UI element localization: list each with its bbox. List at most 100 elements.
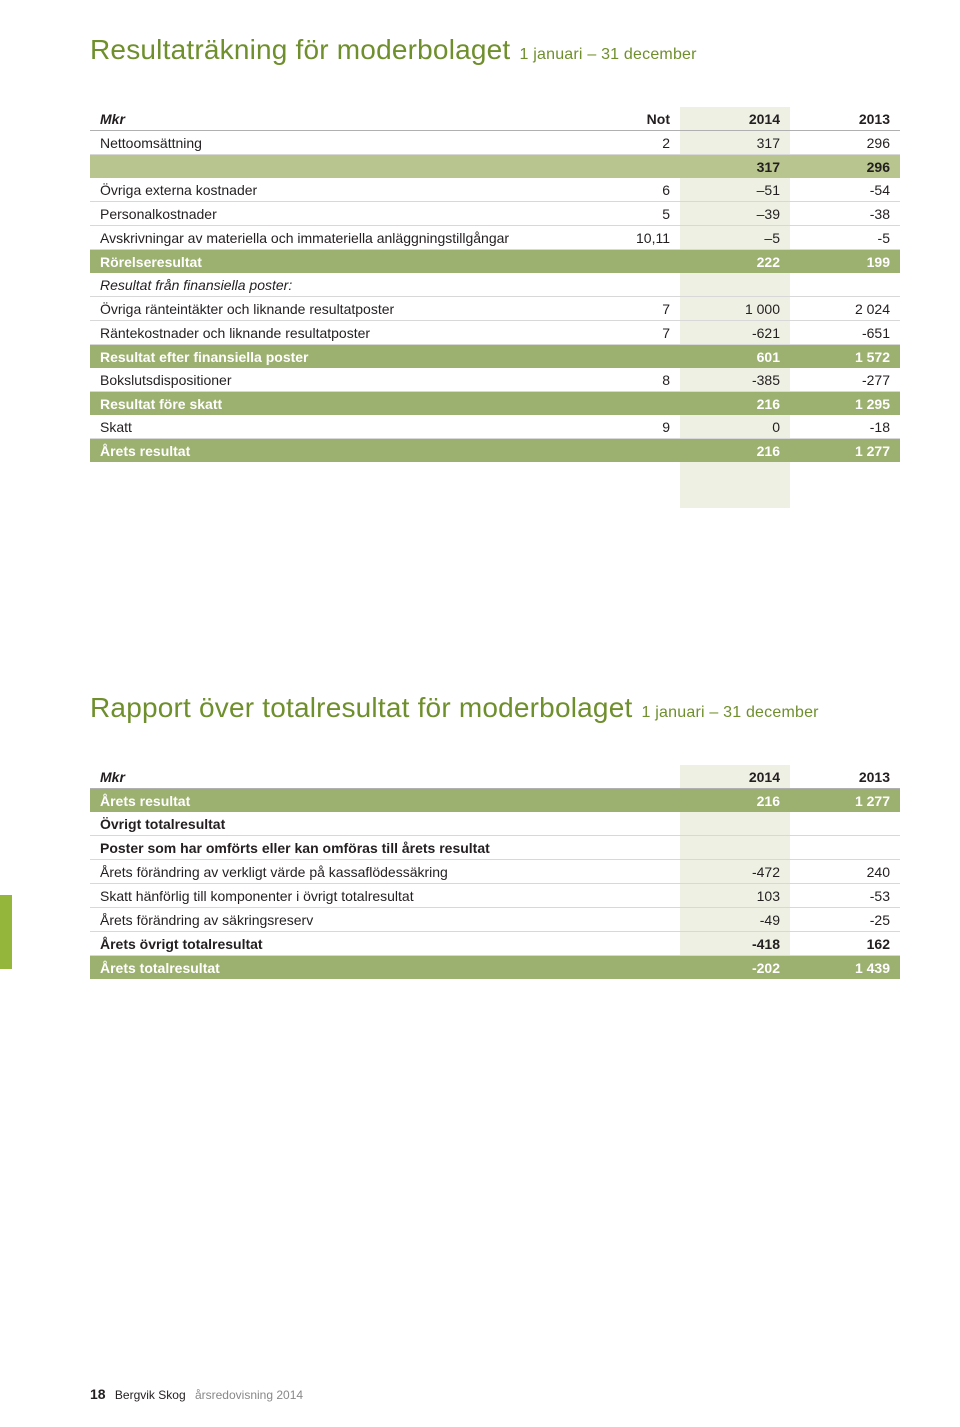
table-row: Skatt90-18 bbox=[90, 415, 900, 439]
row-value bbox=[610, 273, 680, 297]
side-tab bbox=[0, 895, 12, 969]
section2-title: Rapport över totalresultat för moderbola… bbox=[90, 688, 900, 725]
table-row: Personalkostnader5–39-38 bbox=[90, 202, 900, 226]
row-value: -385 bbox=[680, 368, 790, 392]
row-value bbox=[790, 273, 900, 297]
table-row: Årets förändring av verkligt värde på ka… bbox=[90, 860, 900, 884]
table-header-row: MkrNot20142013 bbox=[90, 107, 900, 131]
row-value: 296 bbox=[790, 131, 900, 155]
row-value bbox=[680, 836, 790, 860]
row-value: -418 bbox=[680, 932, 790, 956]
row-value: 216 bbox=[680, 392, 790, 416]
row-value bbox=[790, 812, 900, 836]
table-row: Resultat efter finansiella poster 6011 57… bbox=[90, 345, 900, 369]
row-label: Skatt hänförlig till komponenter i övrig… bbox=[90, 884, 680, 908]
column-header: Mkr bbox=[90, 107, 610, 131]
row-value: -621 bbox=[680, 321, 790, 345]
table-row: Poster som har omförts eller kan omföras… bbox=[90, 836, 900, 860]
column-header: Not bbox=[610, 107, 680, 131]
column-header: 2014 bbox=[680, 765, 790, 789]
table-row: 317296 bbox=[90, 155, 900, 179]
row-value: –51 bbox=[680, 178, 790, 202]
row-value: 162 bbox=[790, 932, 900, 956]
section1-title-sub: 1 januari – 31 december bbox=[520, 46, 697, 63]
footer-company: Bergvik Skog bbox=[115, 1388, 186, 1402]
row-value: 296 bbox=[790, 155, 900, 179]
row-value: 1 439 bbox=[790, 956, 900, 980]
table-row: Nettoomsättning2317296 bbox=[90, 131, 900, 155]
row-value: 216 bbox=[680, 789, 790, 813]
row-value: -651 bbox=[790, 321, 900, 345]
row-value: 0 bbox=[680, 415, 790, 439]
row-value: -38 bbox=[790, 202, 900, 226]
row-value: 601 bbox=[680, 345, 790, 369]
row-value: 5 bbox=[610, 202, 680, 226]
row-label: Resultat från finansiella poster: bbox=[90, 273, 610, 297]
table-row-empty bbox=[90, 485, 900, 508]
comprehensive-income-table: Mkr20142013 Årets resultat2161 277Övrigt… bbox=[90, 765, 900, 979]
table-row-empty bbox=[90, 462, 900, 485]
page-content: Resultaträkning för moderbolaget 1 janua… bbox=[0, 0, 960, 979]
row-label: Årets förändring av säkringsreserv bbox=[90, 908, 680, 932]
row-label: Bokslutsdispositioner bbox=[90, 368, 610, 392]
row-value: 9 bbox=[610, 415, 680, 439]
table-row: Årets förändring av säkringsreserv-49-25 bbox=[90, 908, 900, 932]
row-value: 317 bbox=[680, 131, 790, 155]
row-value: 1 000 bbox=[680, 297, 790, 321]
row-label: Resultat efter finansiella poster bbox=[90, 345, 610, 369]
column-header: Mkr bbox=[90, 765, 680, 789]
row-value: 199 bbox=[790, 250, 900, 274]
row-label: Räntekostnader och liknande resultatpost… bbox=[90, 321, 610, 345]
row-value: 7 bbox=[610, 321, 680, 345]
row-value: 1 295 bbox=[790, 392, 900, 416]
row-value: 2 bbox=[610, 131, 680, 155]
table-row: Skatt hänförlig till komponenter i övrig… bbox=[90, 884, 900, 908]
row-label: Årets resultat bbox=[90, 439, 610, 463]
row-label: Poster som har omförts eller kan omföras… bbox=[90, 836, 680, 860]
row-value: -5 bbox=[790, 226, 900, 250]
page-footer: 18 Bergvik Skog årsredovisning 2014 bbox=[90, 1386, 303, 1402]
row-value: 103 bbox=[680, 884, 790, 908]
row-value bbox=[610, 155, 680, 179]
table-row: Resultat från finansiella poster: bbox=[90, 273, 900, 297]
column-header: 2013 bbox=[790, 765, 900, 789]
row-label: Nettoomsättning bbox=[90, 131, 610, 155]
row-value: 7 bbox=[610, 297, 680, 321]
table-row: Avskrivningar av materiella och immateri… bbox=[90, 226, 900, 250]
row-value: 10,11 bbox=[610, 226, 680, 250]
row-value bbox=[610, 392, 680, 416]
table-row: Räntekostnader och liknande resultatpost… bbox=[90, 321, 900, 345]
row-value: -25 bbox=[790, 908, 900, 932]
row-value bbox=[610, 250, 680, 274]
row-label: Rörelseresultat bbox=[90, 250, 610, 274]
income-statement-table: MkrNot20142013 Nettoomsättning2317296317… bbox=[90, 107, 900, 508]
row-value: 317 bbox=[680, 155, 790, 179]
row-value: 8 bbox=[610, 368, 680, 392]
table-row: Övriga ränteintäkter och liknande result… bbox=[90, 297, 900, 321]
footer-doc: årsredovisning 2014 bbox=[195, 1388, 303, 1402]
row-value: 222 bbox=[680, 250, 790, 274]
table-row: Övriga externa kostnader6–51-54 bbox=[90, 178, 900, 202]
row-value: 1 572 bbox=[790, 345, 900, 369]
row-label: Årets totalresultat bbox=[90, 956, 680, 980]
row-value bbox=[680, 273, 790, 297]
section1-title: Resultaträkning för moderbolaget 1 janua… bbox=[90, 30, 900, 67]
table-row: Årets övrigt totalresultat-418162 bbox=[90, 932, 900, 956]
row-value: 240 bbox=[790, 860, 900, 884]
row-value: -202 bbox=[680, 956, 790, 980]
row-label: Skatt bbox=[90, 415, 610, 439]
row-value: –39 bbox=[680, 202, 790, 226]
table-row: Årets totalresultat-2021 439 bbox=[90, 956, 900, 980]
row-value: -49 bbox=[680, 908, 790, 932]
row-label: Övrigt totalresultat bbox=[90, 812, 680, 836]
row-value: -472 bbox=[680, 860, 790, 884]
section1-title-main: Resultaträkning för moderbolaget bbox=[90, 34, 510, 65]
row-value: -53 bbox=[790, 884, 900, 908]
row-label: Årets resultat bbox=[90, 789, 680, 813]
section2-title-main: Rapport över totalresultat för moderbola… bbox=[90, 692, 632, 723]
table-row: Resultat före skatt2161 295 bbox=[90, 392, 900, 416]
section2-title-sub: 1 januari – 31 december bbox=[642, 704, 819, 721]
row-value: -18 bbox=[790, 415, 900, 439]
page-number: 18 bbox=[90, 1386, 106, 1402]
row-label: Årets förändring av verkligt värde på ka… bbox=[90, 860, 680, 884]
